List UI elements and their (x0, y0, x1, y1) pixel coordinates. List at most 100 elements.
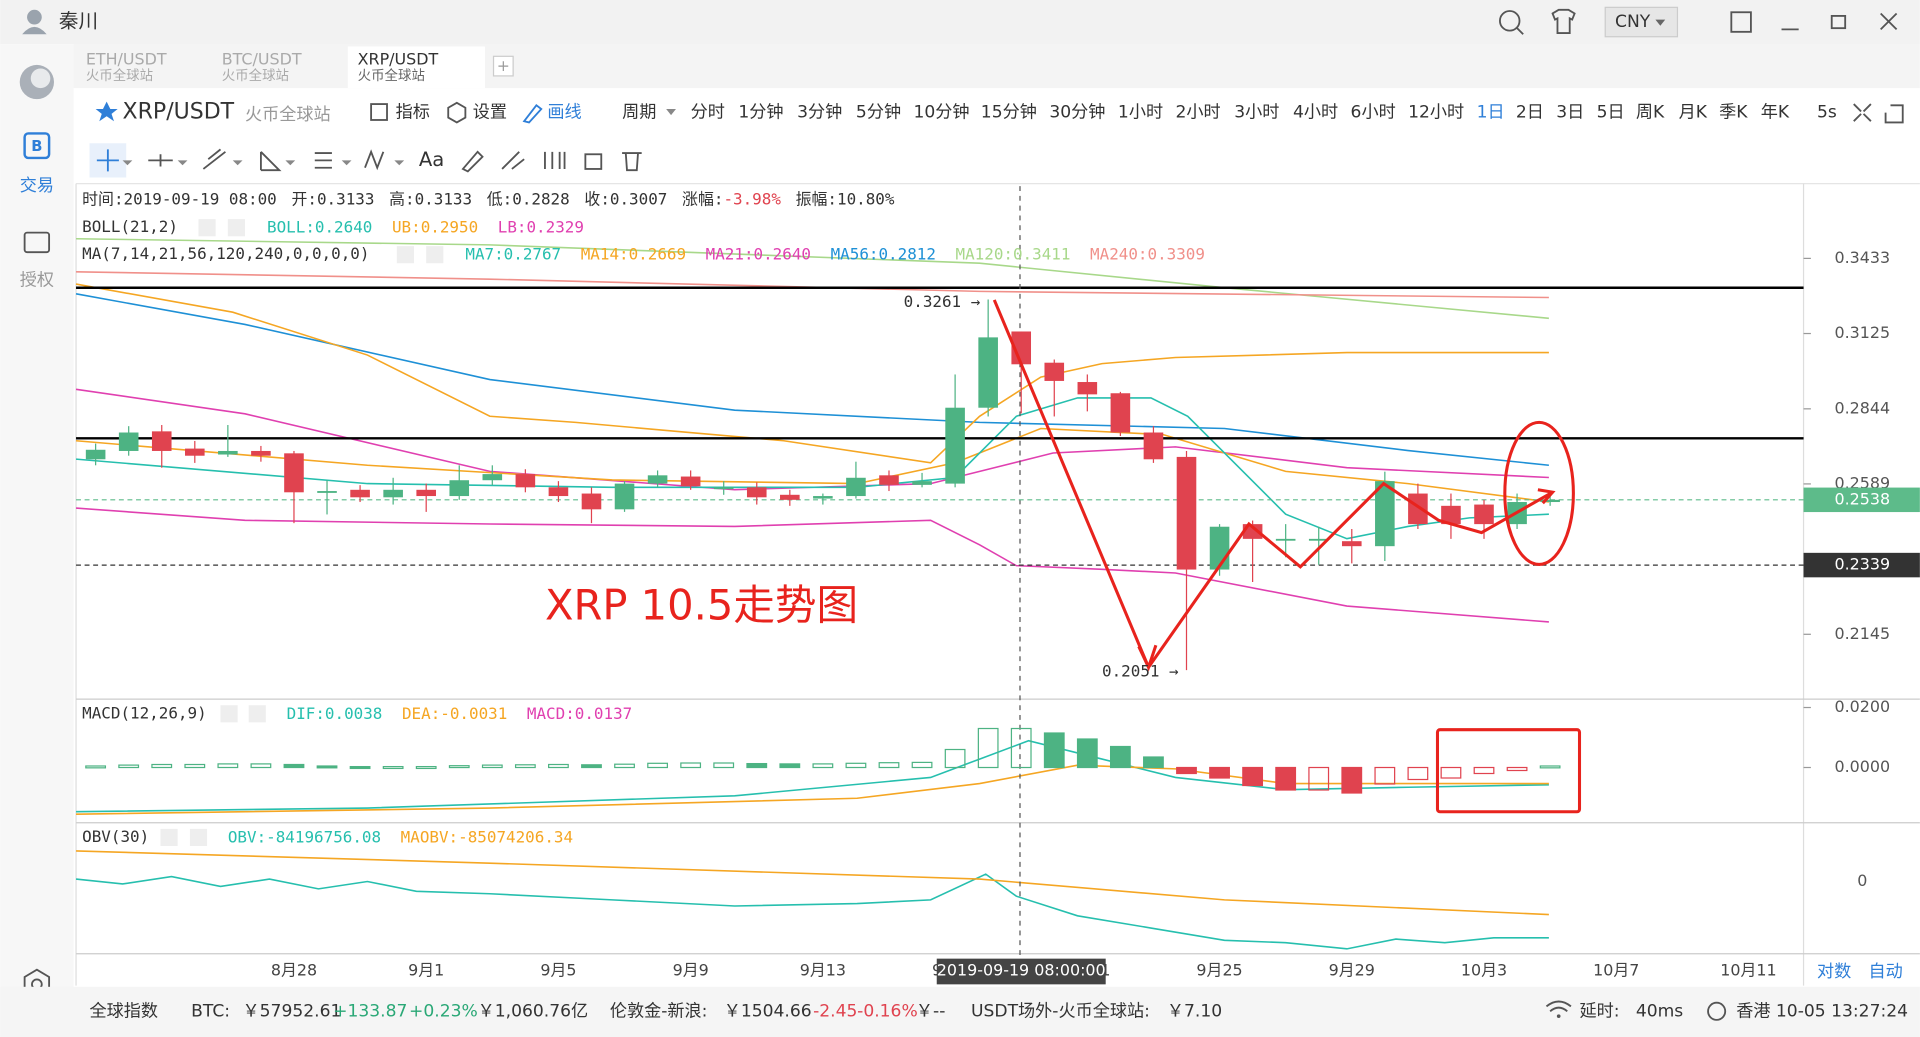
period-option[interactable]: 3日 (1556, 103, 1584, 123)
tab-exchange[interactable]: 火币全球站 (86, 67, 153, 84)
period-option[interactable]: 5分钟 (856, 103, 901, 123)
crosshair-tool[interactable] (96, 149, 119, 172)
tab-pair[interactable]: XRP/USDT (358, 49, 439, 68)
indicators-button[interactable]: 指标 (396, 103, 430, 123)
angle-tool[interactable] (259, 151, 282, 172)
popout-icon[interactable] (1884, 104, 1904, 124)
macd-bar (349, 765, 371, 770)
period-option[interactable]: 3小时 (1234, 103, 1279, 123)
legend-item: MACD:0.0137 (527, 703, 632, 722)
macd-bar (1143, 756, 1164, 769)
period-label[interactable]: 周期 (622, 103, 656, 123)
text-tool[interactable]: Aa (419, 148, 444, 171)
dea-line (76, 764, 1549, 815)
window-restore[interactable] (1830, 14, 1847, 30)
period-option[interactable]: 3分钟 (797, 103, 842, 123)
draw-button[interactable]: 画线 (547, 103, 581, 123)
indicator-icon[interactable] (370, 103, 388, 121)
info-label: 低: (487, 189, 512, 208)
info-label: 高: (389, 189, 414, 208)
period-option[interactable]: 年K (1761, 103, 1790, 123)
period-option[interactable]: 季K (1719, 103, 1748, 123)
auto-toggle[interactable]: 自动 (1868, 962, 1902, 982)
sidebar-auth[interactable]: 授权 (20, 270, 54, 290)
macd-bar (746, 762, 768, 769)
legend-item: UB:0.2950 (392, 217, 478, 236)
period-option[interactable]: 4小时 (1293, 103, 1338, 123)
fullscreen-icon[interactable] (1853, 103, 1872, 122)
period-option[interactable]: 30分钟 (1049, 103, 1105, 123)
macd-settings[interactable] (220, 705, 238, 723)
boll-settings[interactable] (198, 219, 216, 237)
candle-body (680, 476, 701, 487)
lock-tool[interactable] (584, 153, 603, 170)
obv-settings[interactable] (160, 828, 178, 847)
tab-pair[interactable]: ETH/USDT (86, 49, 167, 68)
latency-label: 延时: (1580, 1001, 1620, 1021)
settings-button-icon[interactable] (447, 101, 467, 124)
add-tab-plus (498, 61, 509, 72)
delete-tool[interactable] (622, 152, 642, 172)
boll-close[interactable] (227, 219, 245, 237)
boll-lower (75, 507, 1549, 623)
usdt-price: ￥7.10 (1167, 1001, 1222, 1021)
period-option[interactable]: 5日 (1597, 103, 1625, 123)
currency-select[interactable] (1604, 6, 1679, 38)
crosshair-date-bg (936, 958, 1106, 985)
period-option[interactable]: 1分钟 (738, 103, 783, 123)
ma-settings[interactable] (396, 246, 414, 264)
ma-close[interactable] (426, 246, 444, 264)
eraser-tool[interactable] (461, 150, 484, 173)
period-option[interactable]: 分时 (691, 103, 725, 123)
macd-bar (250, 763, 272, 769)
tab-pair[interactable]: BTC/USDT (222, 49, 302, 68)
y-tick-label: 0.2844 (1834, 398, 1890, 417)
obv-close[interactable] (189, 828, 208, 847)
period-option[interactable]: 月K (1679, 103, 1708, 123)
macd-bar (1242, 766, 1264, 787)
macd-tick-label: 0.0000 (1834, 757, 1890, 776)
period-option[interactable]: 2小时 (1175, 103, 1220, 123)
log-toggle[interactable]: 对数 (1817, 962, 1851, 982)
price-tag-label: 0.2538 (1834, 489, 1890, 508)
trend-tool[interactable] (202, 148, 226, 170)
tab-exchange[interactable]: 火币全球站 (222, 67, 289, 84)
period-option[interactable]: 2日 (1516, 103, 1544, 123)
period-option[interactable]: 15分钟 (981, 103, 1037, 123)
macd-bar (1109, 745, 1131, 769)
draw-icon[interactable] (522, 104, 543, 124)
macd-bar (1539, 765, 1561, 769)
ma14-line (75, 427, 1550, 503)
brush-tool[interactable] (501, 151, 525, 170)
window-close[interactable] (1880, 12, 1898, 31)
fib-tool[interactable] (314, 152, 332, 169)
period-option[interactable]: 周K (1636, 103, 1665, 123)
skin-icon[interactable] (1551, 8, 1576, 34)
period-option[interactable]: 1日 (1477, 103, 1505, 123)
tab-exchange[interactable]: 火币全球站 (358, 67, 425, 84)
trade-icon[interactable] (23, 132, 51, 160)
sidebar-trade[interactable]: 交易 (20, 176, 54, 196)
settings-button[interactable]: 设置 (473, 103, 507, 123)
sidebar (0, 44, 74, 1037)
legend-item: BOLL:0.2640 (267, 217, 372, 236)
chart-layer: 0.34330.31250.28440.25890.21450.25380.23… (76, 248, 1920, 979)
macd-close[interactable] (248, 705, 266, 723)
line-tool[interactable] (148, 154, 173, 167)
measure-tool[interactable] (544, 151, 566, 169)
period-option[interactable]: 12小时 (1408, 103, 1464, 123)
candle-body (118, 432, 139, 451)
high-label: 0.3261 → (904, 292, 981, 311)
window-pin[interactable] (1730, 11, 1752, 33)
macd-name: MACD(12,26,9) (82, 703, 207, 722)
favorite-star[interactable] (95, 101, 118, 122)
period-option[interactable]: 6小时 (1351, 103, 1396, 123)
period-option[interactable]: 1小时 (1118, 103, 1163, 123)
auth-icon[interactable] (23, 231, 51, 254)
symbol-exchange: 火币全球站 (245, 105, 331, 125)
search-icon[interactable] (1499, 10, 1521, 32)
wave-tool[interactable] (364, 149, 385, 171)
period-option[interactable]: 10分钟 (913, 103, 969, 123)
legend-item: DIF:0.0038 (287, 703, 383, 722)
refresh-interval[interactable]: 5s (1817, 103, 1837, 123)
